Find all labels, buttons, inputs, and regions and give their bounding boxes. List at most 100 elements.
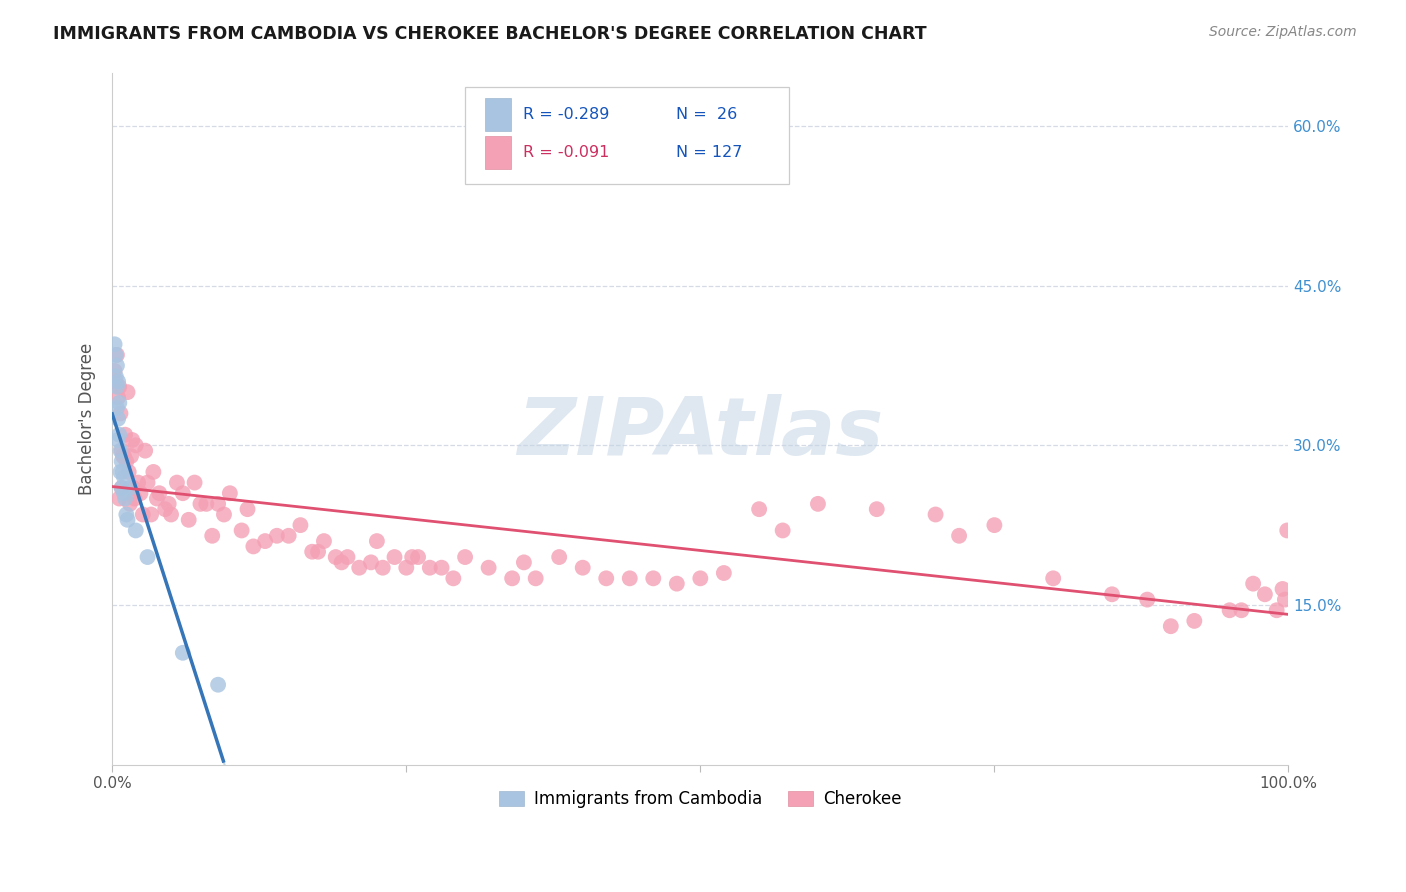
Immigrants from Cambodia [207, 678, 229, 692]
Cherokee [384, 549, 406, 564]
Cherokee [548, 549, 571, 564]
Cherokee [454, 549, 477, 564]
Cherokee [325, 549, 347, 564]
Text: R = -0.289: R = -0.289 [523, 107, 609, 122]
Cherokee [146, 491, 169, 506]
Cherokee [713, 566, 735, 580]
Immigrants from Cambodia [111, 481, 134, 495]
Immigrants from Cambodia [105, 359, 128, 373]
Cherokee [501, 571, 523, 585]
Cherokee [121, 433, 143, 447]
Legend: Immigrants from Cambodia, Cherokee: Immigrants from Cambodia, Cherokee [492, 784, 908, 815]
Cherokee [301, 545, 323, 559]
Cherokee [112, 449, 135, 463]
FancyBboxPatch shape [485, 136, 510, 169]
Cherokee [242, 540, 264, 554]
Immigrants from Cambodia [110, 465, 132, 479]
Cherokee [114, 427, 136, 442]
Cherokee [1271, 582, 1294, 596]
Cherokee [212, 508, 235, 522]
Cherokee [201, 529, 224, 543]
Immigrants from Cambodia [107, 433, 129, 447]
Cherokee [108, 380, 131, 394]
Cherokee [122, 481, 145, 495]
Cherokee [110, 406, 132, 420]
Immigrants from Cambodia [110, 443, 132, 458]
Cherokee [1182, 614, 1205, 628]
Immigrants from Cambodia [111, 465, 134, 479]
Cherokee [127, 475, 149, 490]
Immigrants from Cambodia [111, 454, 134, 468]
Cherokee [125, 438, 148, 452]
Immigrants from Cambodia [108, 427, 131, 442]
Cherokee [129, 486, 152, 500]
Cherokee [1241, 576, 1264, 591]
Cherokee [330, 555, 353, 569]
Immigrants from Cambodia [104, 337, 127, 351]
Cherokee [983, 518, 1005, 533]
Cherokee [104, 364, 127, 378]
Text: N =  26: N = 26 [676, 107, 737, 122]
Cherokee [1274, 592, 1296, 607]
Cherokee [134, 443, 156, 458]
Immigrants from Cambodia [136, 549, 159, 564]
Immigrants from Cambodia [105, 401, 128, 416]
FancyBboxPatch shape [465, 87, 789, 184]
Cherokee [419, 560, 441, 574]
Immigrants from Cambodia [114, 491, 136, 506]
Cherokee [139, 508, 162, 522]
Text: ZIPAtlas: ZIPAtlas [517, 393, 883, 472]
Cherokee [107, 391, 129, 405]
Cherokee [105, 348, 128, 362]
Cherokee [441, 571, 464, 585]
Immigrants from Cambodia [104, 369, 127, 384]
Cherokee [266, 529, 288, 543]
Cherokee [924, 508, 946, 522]
Cherokee [948, 529, 970, 543]
Cherokee [160, 508, 183, 522]
Cherokee [111, 481, 134, 495]
Immigrants from Cambodia [125, 524, 148, 538]
Cherokee [1254, 587, 1277, 601]
Cherokee [166, 475, 188, 490]
Cherokee [430, 560, 453, 574]
Cherokee [111, 449, 134, 463]
Immigrants from Cambodia [107, 375, 129, 389]
Cherokee [1277, 524, 1299, 538]
Immigrants from Cambodia [112, 470, 135, 484]
Cherokee [277, 529, 299, 543]
Cherokee [1265, 603, 1288, 617]
Cherokee [1136, 592, 1159, 607]
Cherokee [124, 491, 146, 506]
Immigrants from Cambodia [115, 508, 138, 522]
Cherokee [104, 375, 127, 389]
Immigrants from Cambodia [112, 486, 135, 500]
Cherokee [207, 497, 229, 511]
Text: IMMIGRANTS FROM CAMBODIA VS CHEROKEE BACHELOR'S DEGREE CORRELATION CHART: IMMIGRANTS FROM CAMBODIA VS CHEROKEE BAC… [53, 25, 927, 43]
Cherokee [406, 549, 429, 564]
FancyBboxPatch shape [485, 98, 510, 131]
Cherokee [142, 465, 165, 479]
Cherokee [595, 571, 617, 585]
Cherokee [153, 502, 176, 516]
Cherokee [748, 502, 770, 516]
Cherokee [118, 465, 141, 479]
Cherokee [120, 449, 142, 463]
Immigrants from Cambodia [107, 411, 129, 425]
Cherokee [190, 497, 212, 511]
Cherokee [236, 502, 259, 516]
Immigrants from Cambodia [104, 348, 127, 362]
Cherokee [132, 508, 155, 522]
Cherokee [118, 497, 141, 511]
Text: N = 127: N = 127 [676, 145, 742, 160]
Cherokee [772, 524, 794, 538]
Cherokee [148, 486, 170, 500]
Cherokee [157, 497, 180, 511]
Cherokee [231, 524, 253, 538]
Cherokee [1160, 619, 1182, 633]
Cherokee [807, 497, 830, 511]
Cherokee [619, 571, 641, 585]
Cherokee [136, 475, 159, 490]
Cherokee [866, 502, 889, 516]
Cherokee [290, 518, 312, 533]
